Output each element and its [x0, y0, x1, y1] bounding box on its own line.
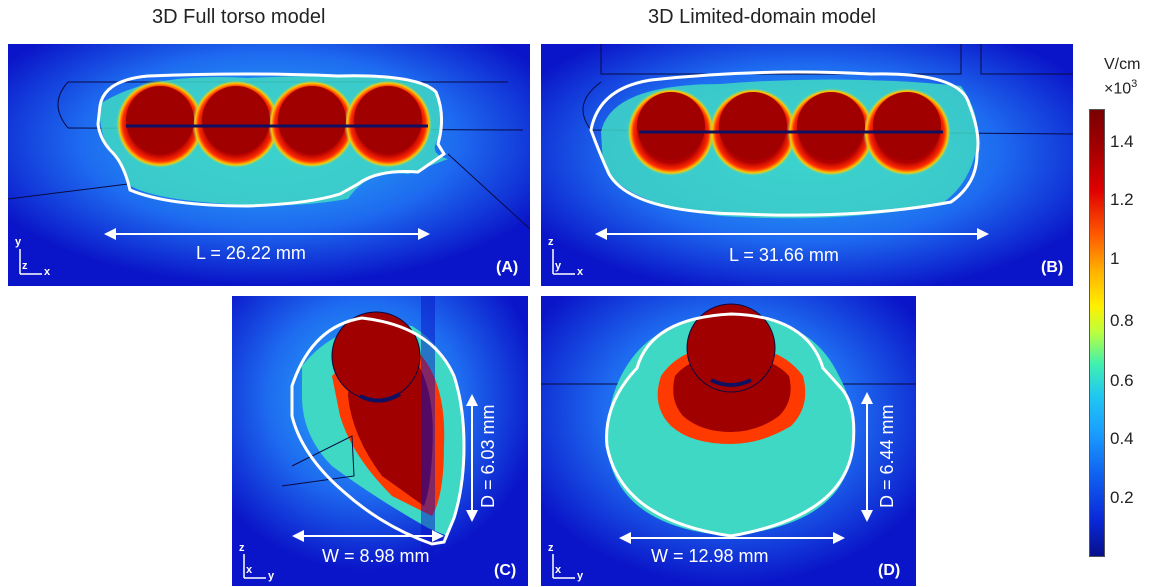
panel-c-depth-arrow: [466, 394, 478, 522]
panel-b-electrodes: [627, 88, 951, 176]
panel-d-threshold-contour: [605, 312, 856, 538]
panel-c-width-arrow: [292, 530, 444, 542]
title-limited-domain: 3D Limited-domain model: [648, 6, 876, 28]
panel-a-length-arrow: [104, 228, 430, 240]
panel-d-field-map: [541, 296, 916, 586]
title-full-torso: 3D Full torso model: [152, 6, 326, 28]
panel-d-depth-label: D = 6.44 mm: [877, 404, 897, 508]
panel-a-threshold-contour: [96, 72, 447, 208]
panel-c: W = 8.98 mm D = 6.03 mm z x y (C): [232, 296, 528, 586]
panel-d-depth-arrow: [861, 392, 873, 522]
panel-c-threshold-contour: [290, 316, 466, 546]
panel-b-axis-v: z: [548, 236, 554, 248]
colorbar-tick: 0.4: [1110, 429, 1134, 448]
panel-c-depth-label: D = 6.03 mm: [478, 404, 498, 508]
panel-a-length-label: L = 26.22 mm: [196, 243, 306, 263]
colorbar-tick: 1.2: [1110, 190, 1134, 209]
panel-d-width-label: W = 12.98 mm: [651, 546, 769, 566]
panel-c-axis-triad: [243, 554, 266, 579]
colorbar-tick: 0.2: [1110, 488, 1134, 507]
panel-a-field-map: [8, 44, 530, 286]
panel-a: L = 26.22 mm y z x (A): [8, 44, 530, 286]
panel-c-axis-h: y: [268, 570, 275, 582]
colorbar-tick: 0.8: [1110, 311, 1134, 330]
panel-b-axis-h: x: [577, 266, 584, 278]
panel-c-label: (C): [494, 562, 517, 579]
panel-d-label: (D): [878, 562, 901, 579]
colorbar-unit: V/cm: [1104, 56, 1141, 73]
panel-c-electrode: [331, 311, 421, 403]
panel-c-axis-v: z: [239, 542, 245, 554]
colorbar-tick: 1.4: [1110, 132, 1134, 151]
panel-a-axis-h: x: [44, 266, 51, 278]
colorbar-tick: 1: [1110, 249, 1120, 268]
panel-d-axis-h: y: [577, 570, 584, 582]
panel-b-length-arrow: [595, 228, 989, 240]
panel-b-field-map: [541, 44, 1073, 286]
colorbar-tick: 0.6: [1110, 371, 1134, 390]
panel-b-label: (B): [1041, 259, 1064, 276]
panel-c-axis-o: x: [246, 564, 253, 576]
panel-c-width-label: W = 8.98 mm: [322, 546, 430, 566]
panel-a-axis-o: z: [22, 260, 28, 272]
panel-a-axis-triad: [19, 249, 42, 275]
panel-b-length-label: L = 31.66 mm: [729, 245, 839, 265]
panel-d-electrode: [686, 303, 776, 393]
panel-d-axis-triad: [552, 554, 575, 579]
panel-a-axis-v: y: [15, 236, 22, 248]
panel-a-label: (A): [496, 259, 519, 276]
panel-a-electrodes: [116, 80, 432, 168]
panel-d-axis-v: z: [548, 542, 554, 554]
colorbar-multiplier: ×103: [1104, 78, 1138, 98]
panel-d: W = 12.98 mm D = 6.44 mm z x y (D): [541, 296, 916, 586]
panel-b-axis-o: y: [555, 260, 562, 272]
panel-d-axis-o: x: [555, 564, 562, 576]
panel-c-field-map: [232, 296, 528, 586]
panel-b-axis-triad: [552, 249, 575, 275]
panel-b-threshold-contour: [589, 70, 980, 217]
panel-d-width-arrow: [619, 532, 845, 544]
colorbar: [1089, 109, 1105, 557]
panel-b: L = 31.66 mm z y x (B): [541, 44, 1073, 286]
